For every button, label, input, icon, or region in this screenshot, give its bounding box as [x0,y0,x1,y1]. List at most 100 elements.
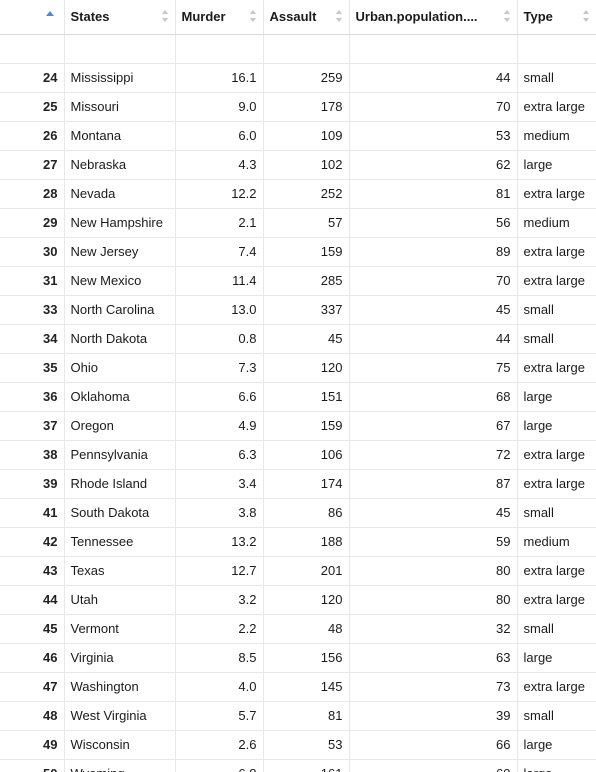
cell-murder: 11.4 [175,266,264,296]
cell-state: New Hampshire [64,208,176,238]
sort-icon [335,10,343,22]
cell-murder: 12.2 [175,179,264,209]
cell-assault: 259 [263,63,350,93]
cell-type: small [517,614,596,644]
cell-type: small [517,324,596,354]
cell-state: Texas [64,556,176,586]
cell-state: Washington [64,672,176,702]
cell-assault: 161 [263,759,350,772]
cell-assault: 285 [263,266,350,296]
cell-index: 25 [0,92,65,122]
cell-state: Utah [64,585,176,615]
cell-state: Wisconsin [64,730,176,760]
column-header-states[interactable]: States [64,0,176,35]
cell-urban-population: 66 [349,730,518,760]
column-header-murder[interactable]: Murder [175,0,264,35]
table-row: 49 Wisconsin 2.6 53 66 large [0,730,596,760]
cell-urban-population: 75 [349,353,518,383]
cell-assault: 145 [263,672,350,702]
column-header-index[interactable] [0,0,65,35]
table-row: 45 Vermont 2.2 48 32 small [0,614,596,644]
cell-urban-population: 80 [349,585,518,615]
cell-assault: 48 [263,614,350,644]
cell-type: small [517,498,596,528]
cell-assault: 174 [263,469,350,499]
cell-murder: 6.3 [175,440,264,470]
cell-state: North Dakota [64,324,176,354]
cell-type: extra large [517,469,596,499]
cell-urban-population: 44 [349,63,518,93]
sort-icon [503,10,511,22]
cell-state: Rhode Island [64,469,176,499]
sort-icon [582,10,590,22]
cell-index: 29 [0,208,65,238]
column-header-urban-population[interactable]: Urban.population.... [349,0,518,35]
table-row: 50Wyoming6.816160large [0,759,596,772]
cell-index: 46 [0,643,65,673]
cell-murder: 4.3 [175,150,264,180]
cell-urban-population: 59 [349,527,518,557]
cell-urban-population: 63 [349,643,518,673]
cell-urban-population: 89 [349,237,518,267]
column-header-states-label: States [70,9,110,25]
cell-assault: 188 [263,527,350,557]
sort-icon [161,10,169,22]
cell-assault: 178 [263,92,350,122]
table-row: 28 Nevada 12.2 252 81 extra large [0,179,596,209]
cell-state: New Jersey [64,237,176,267]
cell-assault: 201 [263,556,350,586]
cell-murder: 13.2 [175,527,264,557]
cell-state: West Virginia [64,701,176,731]
cell-urban-population: 81 [349,179,518,209]
cell-assault: 102 [263,150,350,180]
cell-murder: 13.0 [175,295,264,325]
cell-urban-population: 56 [349,208,518,238]
cell-type: large [517,730,596,760]
table-row: 42 Tennessee 13.2 188 59 medium [0,527,596,557]
cell-index: 49 [0,730,65,760]
column-header-assault[interactable]: Assault [263,0,350,35]
cell-assault: 156 [263,643,350,673]
cell-type: small [517,295,596,325]
column-header-type[interactable]: Type [517,0,596,35]
cell-index: 36 [0,382,65,412]
cell-assault: 252 [263,179,350,209]
cell-assault: 109 [263,121,350,151]
cell-murder: 2.6 [175,730,264,760]
scroll-gap [0,34,596,64]
cell-state: Vermont [64,614,176,644]
cell-assault: 106 [263,440,350,470]
table-row: 35 Ohio 7.3 120 75 extra large [0,353,596,383]
table-row: 34 North Dakota 0.8 45 44 small [0,324,596,354]
cell-type: medium [517,208,596,238]
table-row: 30 New Jersey 7.4 159 89 extra large [0,237,596,267]
cell-index: 34 [0,324,65,354]
cell-type: extra large [517,672,596,702]
cell-type: large [517,382,596,412]
cell-state: Missouri [64,92,176,122]
cell-index: 39 [0,469,65,499]
cell-urban-population: 72 [349,440,518,470]
cell-murder: 7.4 [175,237,264,267]
cell-index: 30 [0,237,65,267]
cell-type: medium [517,527,596,557]
sort-ascending-icon [46,11,54,16]
cell-index: 45 [0,614,65,644]
table-row: 39 Rhode Island 3.4 174 87 extra large [0,469,596,499]
cell-state: Oregon [64,411,176,441]
cell-murder: 2.1 [175,208,264,238]
cell-assault: 159 [263,237,350,267]
cell-index: 37 [0,411,65,441]
table-row: 24 Mississippi 16.1 259 44 small [0,63,596,93]
cell-murder: 5.7 [175,701,264,731]
cell-murder: 9.0 [175,92,264,122]
cell-murder: 16.1 [175,63,264,93]
cell-assault: 45 [263,324,350,354]
cell-type: large [517,759,596,772]
table-row: 36 Oklahoma 6.6 151 68 large [0,382,596,412]
cell-urban-population: 62 [349,150,518,180]
cell-index: 35 [0,353,65,383]
cell-index: 50 [0,759,65,772]
cell-murder: 4.0 [175,672,264,702]
cell-state: Ohio [64,353,176,383]
